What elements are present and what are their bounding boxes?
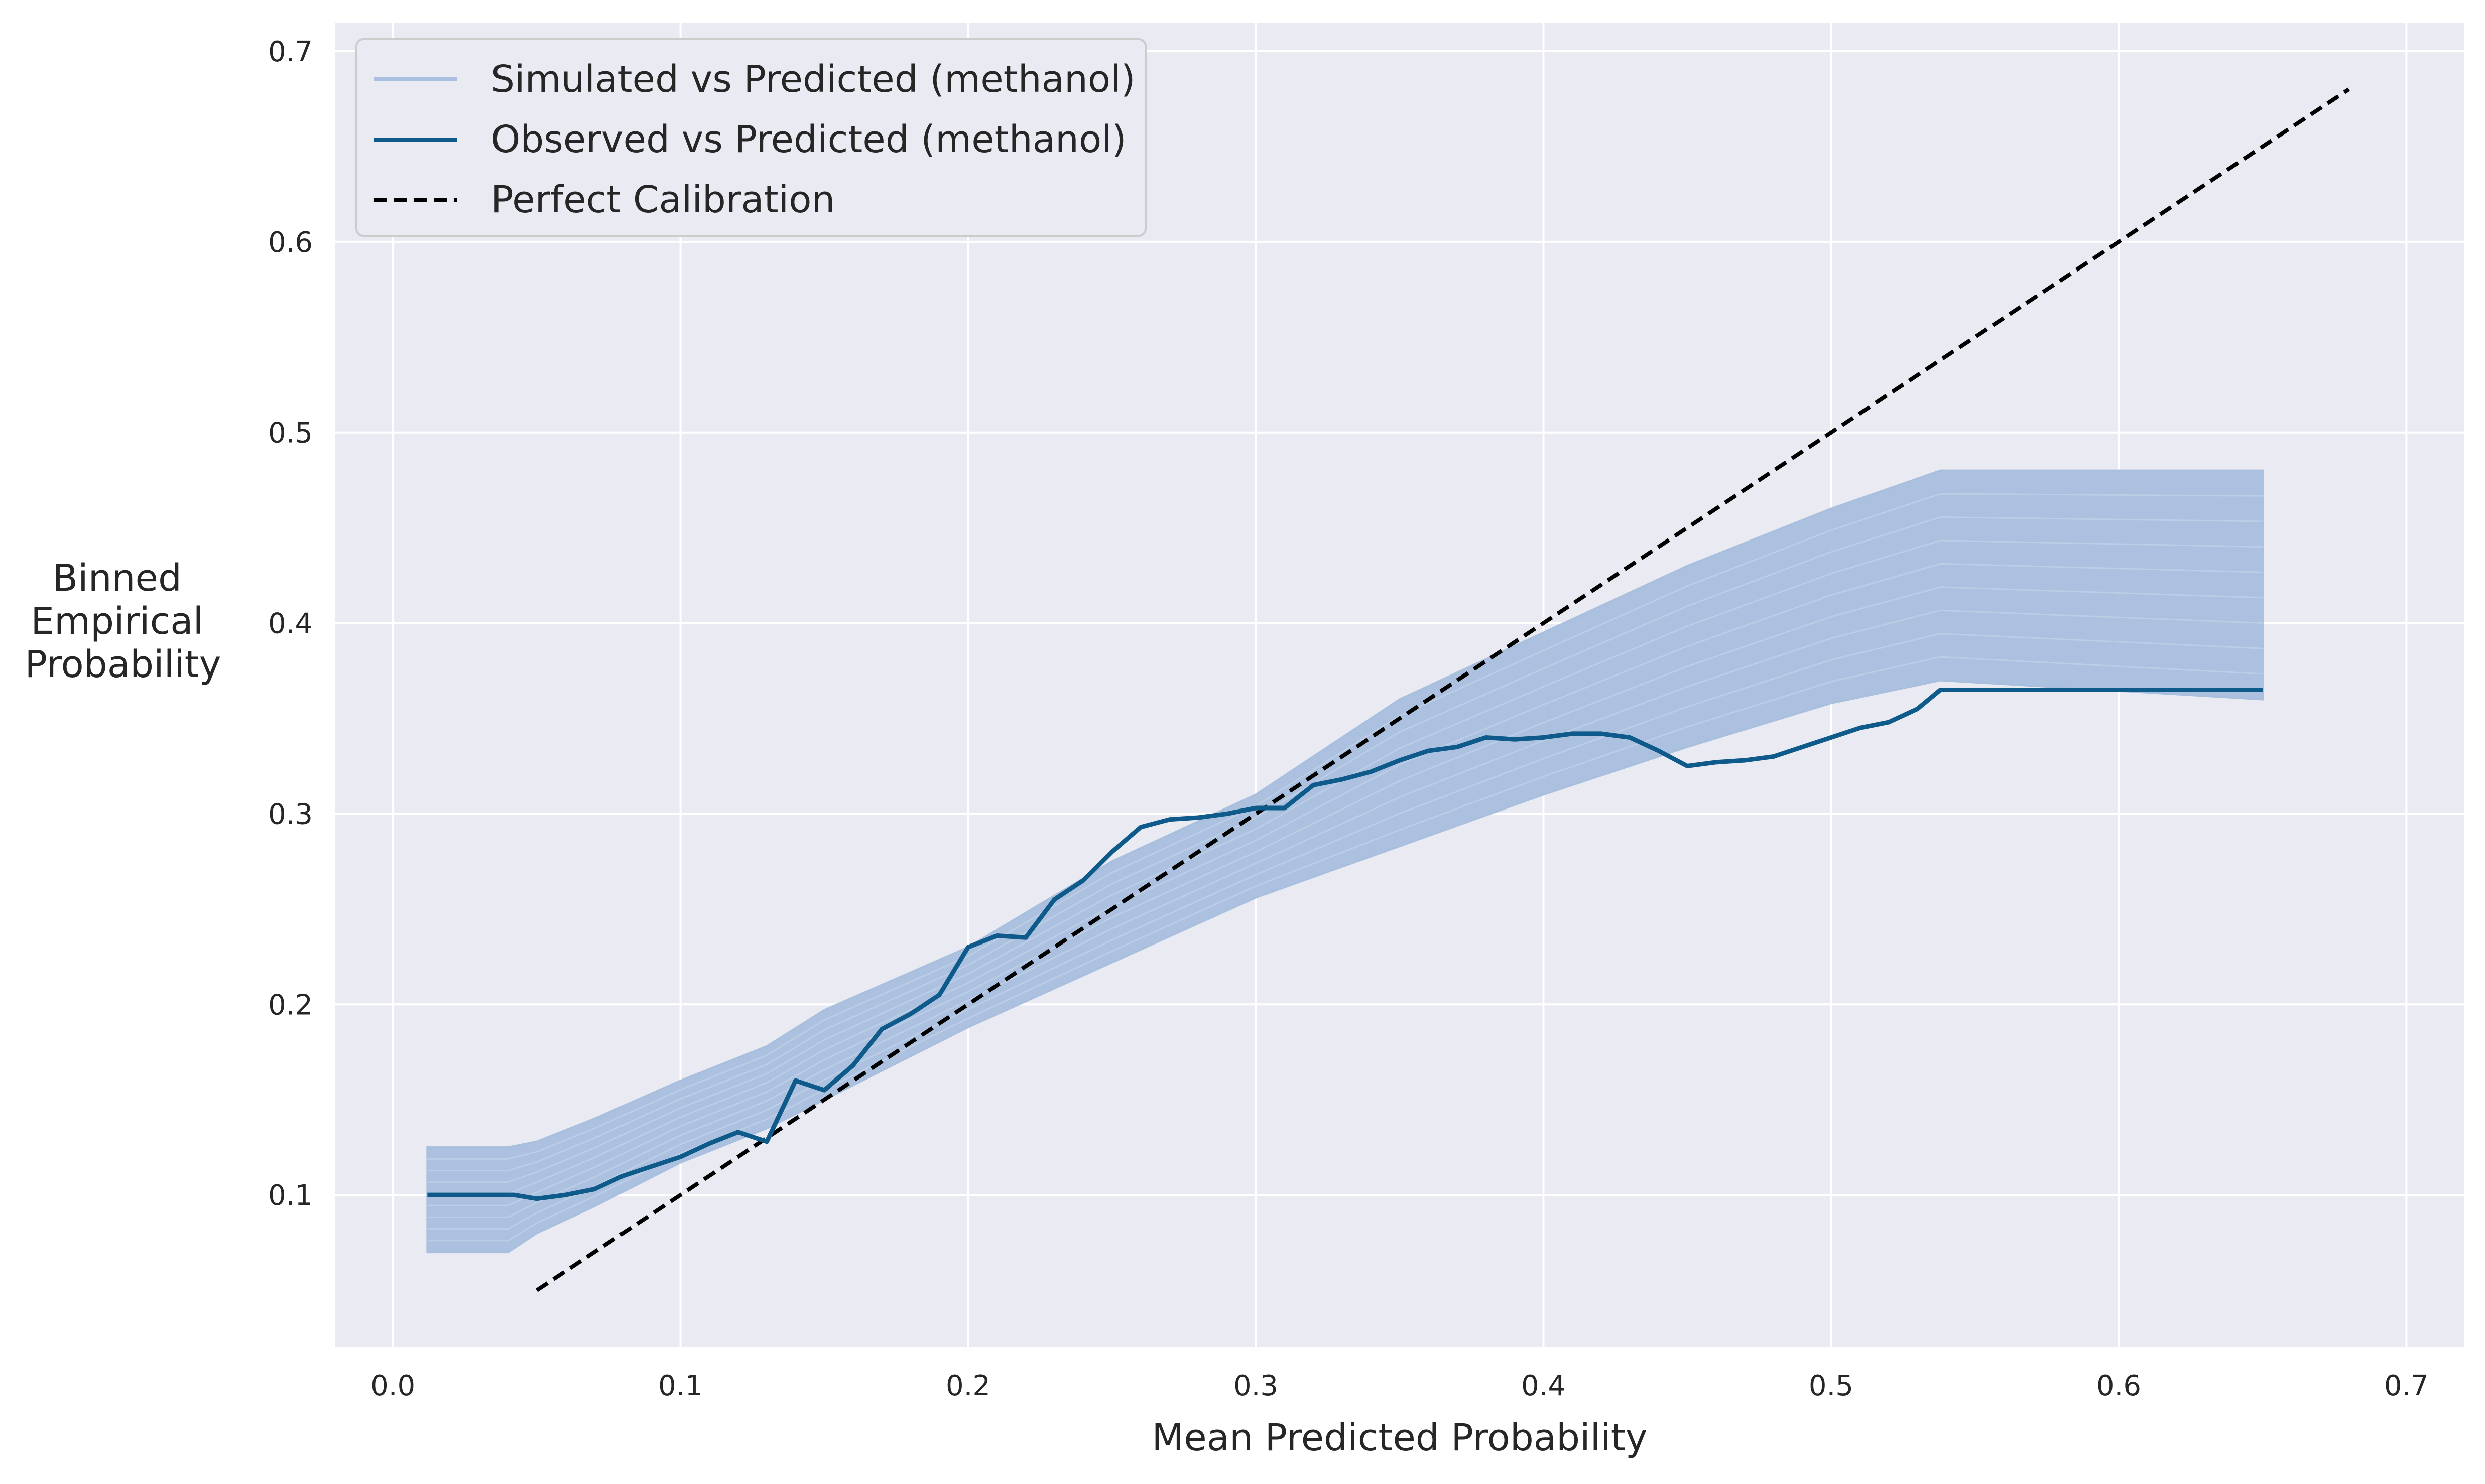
simulated-curve-8	[427, 493, 2263, 1160]
y-tick-label-1: 0.2	[268, 989, 313, 1021]
simulated-curve-1	[427, 656, 2263, 1242]
observed-line	[427, 687, 2263, 1201]
y-axis-label-line-1: Binned	[52, 557, 182, 600]
x-tick-label-0: 0.0	[370, 1370, 415, 1402]
legend-box	[355, 38, 1147, 237]
simulated-band-area	[426, 469, 2264, 1254]
x-tick-label-4: 0.4	[1521, 1370, 1566, 1402]
y-tick-label-6: 0.7	[268, 36, 313, 68]
simulated-curve-3	[427, 609, 2263, 1218]
x-tick-labels: 0.0 0.1 0.2 0.3 0.4 0.5 0.6 0.7	[370, 1370, 2429, 1402]
x-tick-label-1: 0.1	[658, 1370, 703, 1402]
y-axis-label-line-2: Empirical	[31, 600, 203, 643]
series-lines	[427, 87, 2350, 1292]
x-tick-label-6: 0.6	[2096, 1370, 2141, 1402]
y-tick-labels: 0.1 0.2 0.3 0.4 0.5 0.6 0.7	[268, 36, 313, 1212]
y-axis-label-line-3: Probability	[25, 643, 221, 686]
perfect-calibration-line	[535, 87, 2350, 1292]
y-tick-label-3: 0.4	[268, 608, 313, 640]
y-tick-label-0: 0.1	[268, 1179, 313, 1212]
y-tick-label-4: 0.5	[268, 417, 313, 450]
x-tick-label-5: 0.5	[1809, 1370, 1853, 1402]
y-axis-label: Binned Empirical Probability	[25, 557, 221, 686]
simulated-curve-5	[427, 563, 2263, 1195]
x-tick-label-2: 0.2	[946, 1370, 990, 1402]
legend-label-observed: Observed vs Predicted (methanol)	[491, 118, 1127, 161]
x-tick-label-7: 0.7	[2384, 1370, 2429, 1402]
y-tick-label-5: 0.6	[268, 226, 313, 259]
legend: Simulated vs Predicted (methanol) Observ…	[355, 38, 1147, 237]
y-tick-label-2: 0.3	[268, 798, 313, 831]
simulated-band	[426, 469, 2264, 1254]
simulated-curve-6	[427, 539, 2263, 1183]
x-tick-label-3: 0.3	[1233, 1370, 1278, 1402]
simulated-curve-2	[427, 633, 2263, 1230]
simulated-curve-7	[427, 516, 2263, 1172]
x-axis-label: Mean Predicted Probability	[1152, 1416, 1647, 1459]
legend-label-simulated: Simulated vs Predicted (methanol)	[491, 58, 1136, 101]
legend-label-perfect: Perfect Calibration	[491, 178, 835, 221]
